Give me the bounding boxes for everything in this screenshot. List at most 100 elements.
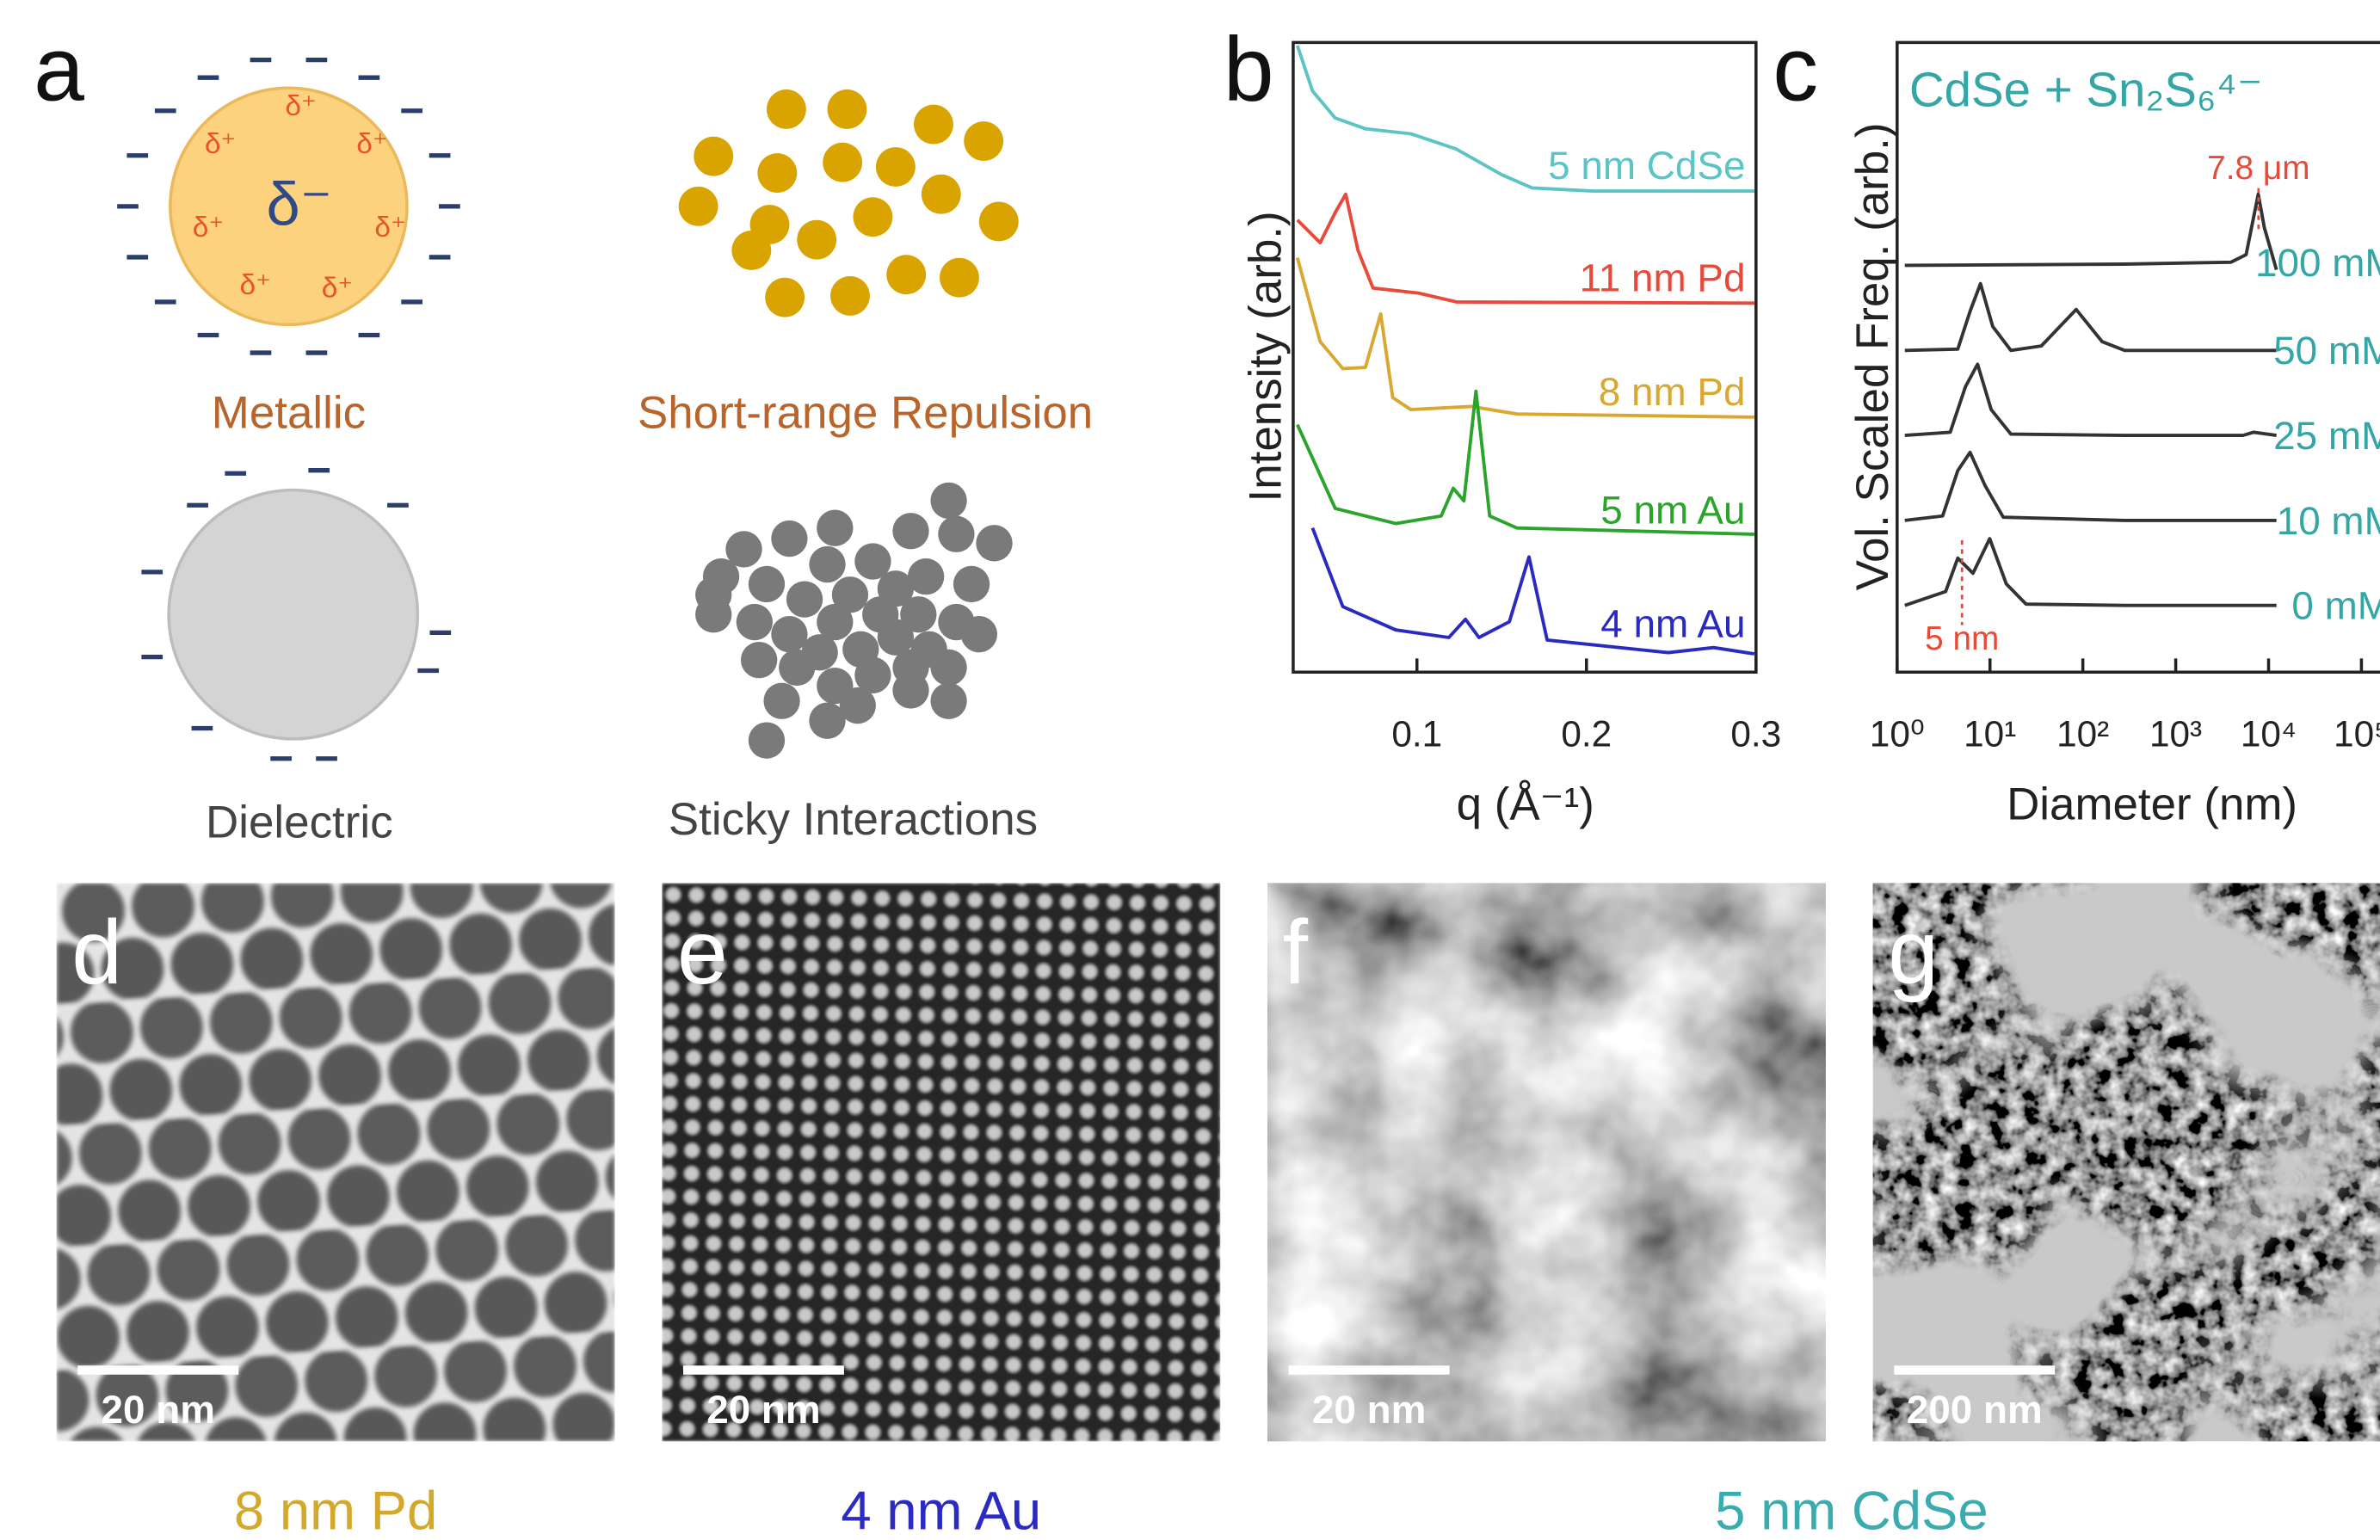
x-tick-label: 10⁴ <box>2241 714 2297 755</box>
annotation: 5 nm <box>1925 620 1999 657</box>
repulsive-particle <box>979 202 1019 242</box>
repulsive-particle <box>679 187 718 226</box>
repulsive-particle <box>765 278 805 317</box>
data-line <box>1905 194 2277 270</box>
series-label: 25 mM <box>2273 413 2380 458</box>
sticky-particle <box>763 683 799 719</box>
panel-letter: c <box>1773 18 1818 120</box>
data-line <box>1905 539 2277 606</box>
repulsive-particle <box>922 175 961 214</box>
model-label: Sticky Interactions <box>669 794 1038 845</box>
sticky-particle <box>892 672 928 708</box>
repulsive-particle <box>757 153 797 193</box>
surface-charge: δ⁺ <box>205 128 236 160</box>
repulsive-particle <box>694 137 733 176</box>
caption: 8 nm Pd <box>234 1481 437 1540</box>
repulsive-particle <box>731 231 771 270</box>
panel-letter: d <box>71 902 122 1003</box>
repulsive-particle <box>940 258 979 298</box>
series-label: 100 mM <box>2255 240 2380 285</box>
sticky-particle <box>938 516 974 552</box>
surface-charge: δ⁺ <box>374 212 405 243</box>
sticky-particle <box>695 576 731 613</box>
repulsive-particle <box>914 105 953 145</box>
repulsive-particle <box>797 220 836 260</box>
model-label: Short-range Repulsion <box>638 387 1093 438</box>
repulsive-particle <box>767 89 806 129</box>
sticky-particle <box>842 631 879 668</box>
model-label: Dielectric <box>206 797 392 847</box>
series-label: 0 mM <box>2291 583 2380 628</box>
x-tick-label: 10³ <box>2149 714 2202 755</box>
sticky-particle <box>786 581 823 617</box>
data-line <box>1905 453 2277 521</box>
sticky-particle <box>749 566 785 602</box>
series-label: 50 mM <box>2273 328 2380 373</box>
y-axis-label: Vol. Scaled Freq. (arb.) <box>1847 123 1898 591</box>
repulsive-particle <box>876 147 916 187</box>
surface-charge: δ⁺ <box>322 273 353 305</box>
repulsive-particle <box>964 121 1003 161</box>
sticky-particle <box>749 722 785 758</box>
sticky-particle <box>930 483 966 519</box>
x-axis-label: q (Å⁻¹) <box>1457 779 1594 829</box>
scale-bar-label: 20 nm <box>706 1387 820 1432</box>
chart-title: CdSe + Sn₂S₆⁴⁻ <box>1909 62 2263 116</box>
sticky-particle <box>976 525 1012 561</box>
series-label: 10 mM <box>2277 498 2380 543</box>
data-line <box>1905 364 2277 435</box>
sticky-particle <box>737 604 773 640</box>
page: { "panel_a": { "letter": "a", "metallic"… <box>0 0 2380 1540</box>
series-label: 5 nm Au <box>1600 487 1745 532</box>
series-label: 8 nm Pd <box>1599 369 1746 414</box>
scale-bar-label: 200 nm <box>1907 1387 2043 1432</box>
dielectric-particle <box>169 490 417 739</box>
panel-letter: f <box>1283 902 1309 1003</box>
tem-image-d <box>57 883 615 1441</box>
x-tick-label: 0.1 <box>1391 714 1442 755</box>
sticky-particle <box>771 616 807 652</box>
panel-letter: g <box>1888 902 1939 1003</box>
caption: 4 nm Au <box>841 1481 1041 1540</box>
annotation: 7.8 μm <box>2207 150 2309 187</box>
tem-image-f <box>1267 883 1826 1441</box>
series-label: 5 nm CdSe <box>1548 143 1745 188</box>
x-tick-label: 10² <box>2056 714 2109 755</box>
x-tick-label: 0.3 <box>1730 714 1781 755</box>
tem-image-e <box>662 883 1220 1441</box>
sticky-particle <box>817 510 853 546</box>
model-label: Metallic <box>212 387 366 438</box>
y-axis-label: Intensity (arb.) <box>1241 211 1292 502</box>
sticky-particle <box>961 616 997 652</box>
surface-charge: δ⁺ <box>356 128 387 160</box>
sticky-particle <box>741 642 777 678</box>
surface-charge: δ⁺ <box>239 269 270 301</box>
x-axis-label: Diameter (nm) <box>2007 779 2297 829</box>
sticky-particle <box>911 631 947 668</box>
sticky-particle <box>809 546 845 582</box>
scale-bar-label: 20 nm <box>102 1387 216 1432</box>
repulsive-particle <box>828 89 867 129</box>
repulsive-particle <box>830 276 870 316</box>
figure: a δ⁻ Metallic Short-range Repulsion Diel… <box>0 0 2380 1540</box>
sticky-particle <box>840 687 876 724</box>
tem-image-g <box>1873 883 2380 1441</box>
surface-charge: δ⁺ <box>193 212 224 243</box>
repulsive-particle <box>886 255 926 294</box>
panel-letter: a <box>34 18 84 120</box>
repulsive-particle <box>823 143 862 182</box>
plot-frame <box>1293 42 1756 672</box>
core-charge: δ⁻ <box>267 169 333 237</box>
data-line <box>1905 284 2277 351</box>
sticky-particle <box>892 513 928 549</box>
sticky-particle <box>953 566 990 602</box>
x-tick-label: 10¹ <box>1964 714 2016 755</box>
caption: 5 nm CdSe <box>1715 1481 1988 1540</box>
series-label: 11 nm Pd <box>1580 256 1746 300</box>
panel-letter: e <box>677 902 728 1003</box>
scale-bar-label: 20 nm <box>1312 1387 1427 1432</box>
x-tick-label: 0.2 <box>1561 714 1612 755</box>
surface-charge: δ⁺ <box>285 90 316 122</box>
x-tick-label: 10⁵ <box>2334 714 2380 755</box>
